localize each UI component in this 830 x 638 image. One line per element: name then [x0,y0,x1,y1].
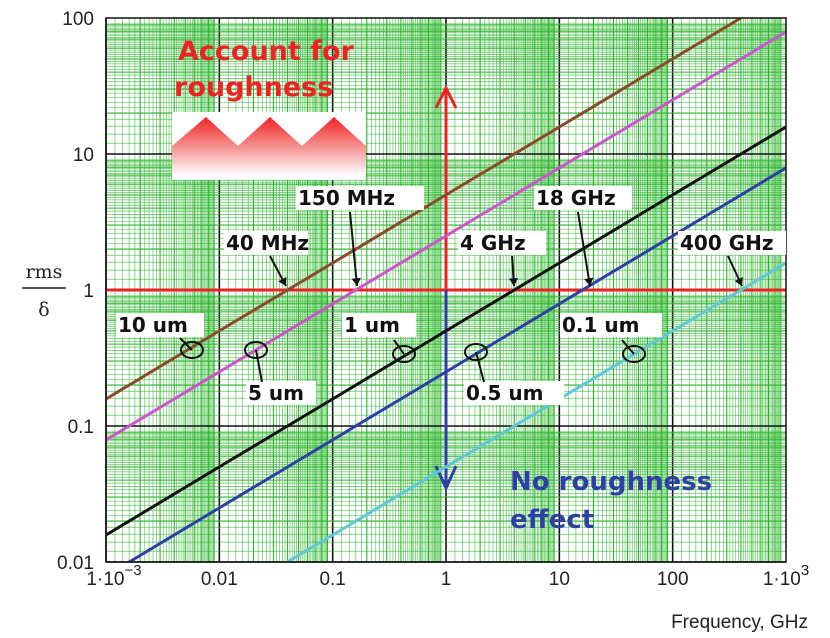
rough-label-bg [464,381,564,405]
plot-frame [105,17,787,563]
x-tick-label: 0.1 [319,569,345,590]
annotations: Account for roughness No roughness effect 40… [116,36,786,535]
rough-circle [622,345,646,363]
freq-label: 4 GHz [460,231,526,255]
rough-circle [244,341,268,359]
rough-pointer [475,351,485,383]
x-tick-label: 10 [549,569,570,590]
rough-label: 5 um [248,381,304,405]
threshold-lines [106,84,786,492]
rough-pointer [255,349,263,383]
x-tick-label: 100 [657,569,689,590]
freq-label: 400 GHz [680,231,774,255]
freq-label: 18 GHz [536,186,616,210]
y-tick-label: 100 [62,9,94,30]
rough-circle [180,341,204,359]
x-tick-label: 1 [441,569,452,590]
freq-arrow-head [278,277,287,286]
freq-label: 150 MHz [298,186,395,210]
y-axis-label-top: rms [26,261,63,283]
freq-label-bg [534,186,632,210]
account-label-line2: roughness [174,72,333,103]
rough-label: 10 um [118,313,188,337]
rough-label: 1 um [344,313,400,337]
x-tick-labels: 1·10−3 0.01 0.1 1 10 100 1·103 [86,562,809,590]
freq-label-bg [296,186,424,210]
account-arrow-head [434,84,458,109]
rough-label-bg [342,313,416,337]
rough-label-bg [560,313,662,337]
y-tick-label: 0.01 [57,553,94,574]
roughness-sawtooth [172,117,366,176]
freq-arrow-head [734,277,743,286]
freq-arrow [349,211,358,287]
y-tick-label: 0.1 [68,417,94,438]
freq-label: 40 MHz [226,231,309,255]
no-effect-arrow-head [434,465,458,492]
freq-arrow-head [351,277,361,286]
rough-label: 0.1 um [562,313,639,337]
roughness-sawtooth-graphic [172,112,366,180]
y-tick-label: 1 [83,281,94,302]
series-line-3 [106,125,786,537]
freq-label-bg [458,231,546,255]
freq-arrow-head [584,277,594,286]
rough-circle [392,345,416,363]
freq-arrow-head [508,277,519,286]
rough-pointer [621,339,635,355]
rough-circle [464,343,488,361]
rough-label-bg [116,313,204,337]
rough-label: 0.5 um [466,381,543,405]
series-line-4 [126,166,786,562]
no-effect-label-line2: effect [510,505,594,535]
rough-pointer [179,337,193,351]
rough-pointer [393,339,405,355]
x-tick-label: 1·10−3 [86,562,141,590]
x-tick-label: 0.01 [201,569,238,590]
freq-arrow [577,211,591,287]
series-line-5 [284,261,786,562]
x-tick-label: 1·103 [763,562,809,590]
series-line-2 [106,30,786,442]
y-axis-label-bottom: δ [38,299,49,321]
y-tick-label: 10 [73,145,94,166]
freq-label-bg [224,231,308,255]
no-effect-label-line1: No roughness [510,467,712,497]
x-axis-label: Frequency, GHz [671,612,808,633]
account-label-line1: Account for [178,36,355,67]
rough-label-bg [246,381,316,405]
freq-label-bg [678,231,786,255]
series-group [106,18,786,562]
series-line-1 [106,18,742,401]
y-tick-labels: 100 10 1 0.1 0.01 [57,9,94,574]
